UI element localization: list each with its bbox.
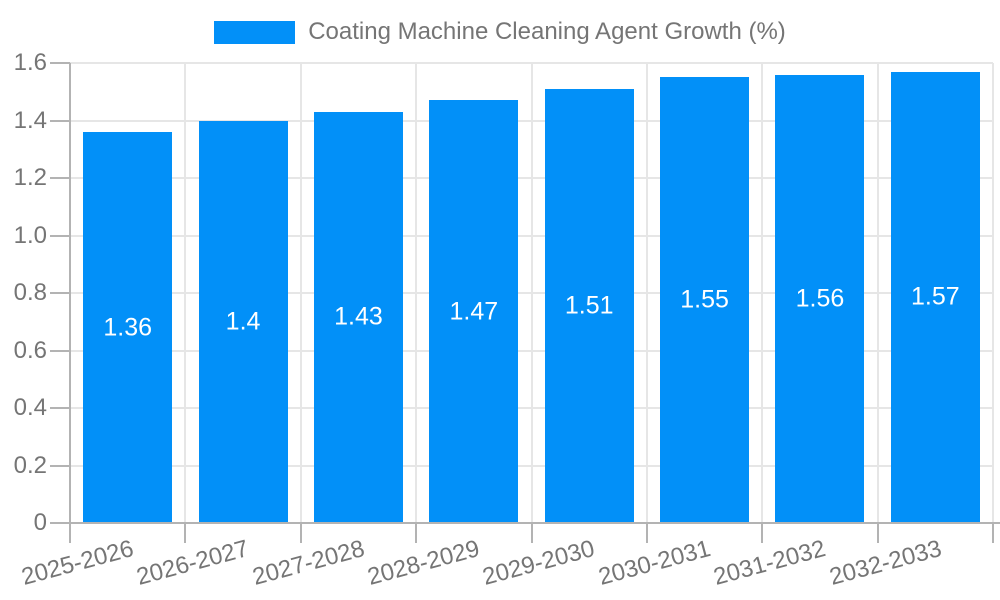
bar xyxy=(775,74,865,523)
y-tick-label: 0.2 xyxy=(13,451,47,479)
y-tick-label: 0.4 xyxy=(13,394,47,421)
y-tick xyxy=(50,119,70,122)
x-tick xyxy=(876,523,879,543)
x-tick-label: 2031-2032 xyxy=(710,535,829,591)
y-tick xyxy=(50,62,70,64)
bar-value-label: 1.47 xyxy=(449,297,499,326)
y-tick xyxy=(50,464,70,467)
bar xyxy=(890,71,980,523)
bar-value-label: 1.56 xyxy=(795,284,845,313)
bar-value-label: 1.36 xyxy=(103,313,153,341)
bar xyxy=(83,132,173,523)
y-tick-label: 1.2 xyxy=(13,164,47,191)
y-axis-line xyxy=(69,63,71,523)
y-tick xyxy=(50,407,70,409)
y-tick-label: 1.0 xyxy=(13,221,47,249)
x-tick xyxy=(69,523,71,543)
x-tick-label: 2027-2028 xyxy=(249,535,368,591)
bar xyxy=(544,88,634,523)
y-tick-label: 0 xyxy=(33,509,47,536)
legend-swatch xyxy=(214,20,296,44)
bar-value-label: 1.4 xyxy=(225,307,261,336)
bar xyxy=(198,120,288,523)
x-tick-label: 2032-2033 xyxy=(826,535,945,591)
x-tick xyxy=(415,523,418,543)
y-tick-label: 0.6 xyxy=(13,336,47,364)
bar-value-label: 1.51 xyxy=(564,291,614,320)
y-tick xyxy=(50,349,70,352)
bar-value-label: 1.43 xyxy=(334,302,383,331)
x-tick-label: 2028-2029 xyxy=(364,535,483,591)
x-tick xyxy=(184,523,187,543)
x-gridline xyxy=(992,63,994,523)
x-gridline xyxy=(761,63,764,523)
x-gridline xyxy=(530,63,533,523)
x-tick xyxy=(299,523,302,543)
x-gridline xyxy=(876,63,879,523)
y-tick-label: 1.4 xyxy=(13,106,47,134)
x-gridline xyxy=(645,63,648,523)
x-gridline xyxy=(299,63,302,523)
y-tick xyxy=(50,177,70,179)
legend-label: Coating Machine Cleaning Agent Growth (%… xyxy=(308,18,786,45)
bar-value-label: 1.55 xyxy=(680,285,729,314)
bar xyxy=(660,77,750,523)
x-tick xyxy=(992,523,994,543)
x-gridline xyxy=(415,63,418,523)
y-tick-label: 0.8 xyxy=(13,279,47,306)
x-tick xyxy=(761,523,764,543)
x-gridline xyxy=(184,63,187,523)
y-tick xyxy=(50,292,70,294)
bar xyxy=(313,111,403,523)
x-tick xyxy=(645,523,648,543)
x-tick-label: 2029-2030 xyxy=(480,535,598,591)
x-tick-label: 2026-2027 xyxy=(133,535,252,591)
legend: Coating Machine Cleaning Agent Growth (%… xyxy=(0,18,1000,46)
bar xyxy=(429,100,519,523)
x-axis-line xyxy=(50,522,1000,524)
x-tick-label: 2025-2026 xyxy=(18,535,137,591)
bar-value-label: 1.57 xyxy=(910,282,960,311)
y-tick-label: 1.6 xyxy=(13,49,47,76)
x-tick-label: 2030-2031 xyxy=(595,535,714,591)
y-tick xyxy=(50,234,70,237)
x-tick xyxy=(530,523,533,543)
